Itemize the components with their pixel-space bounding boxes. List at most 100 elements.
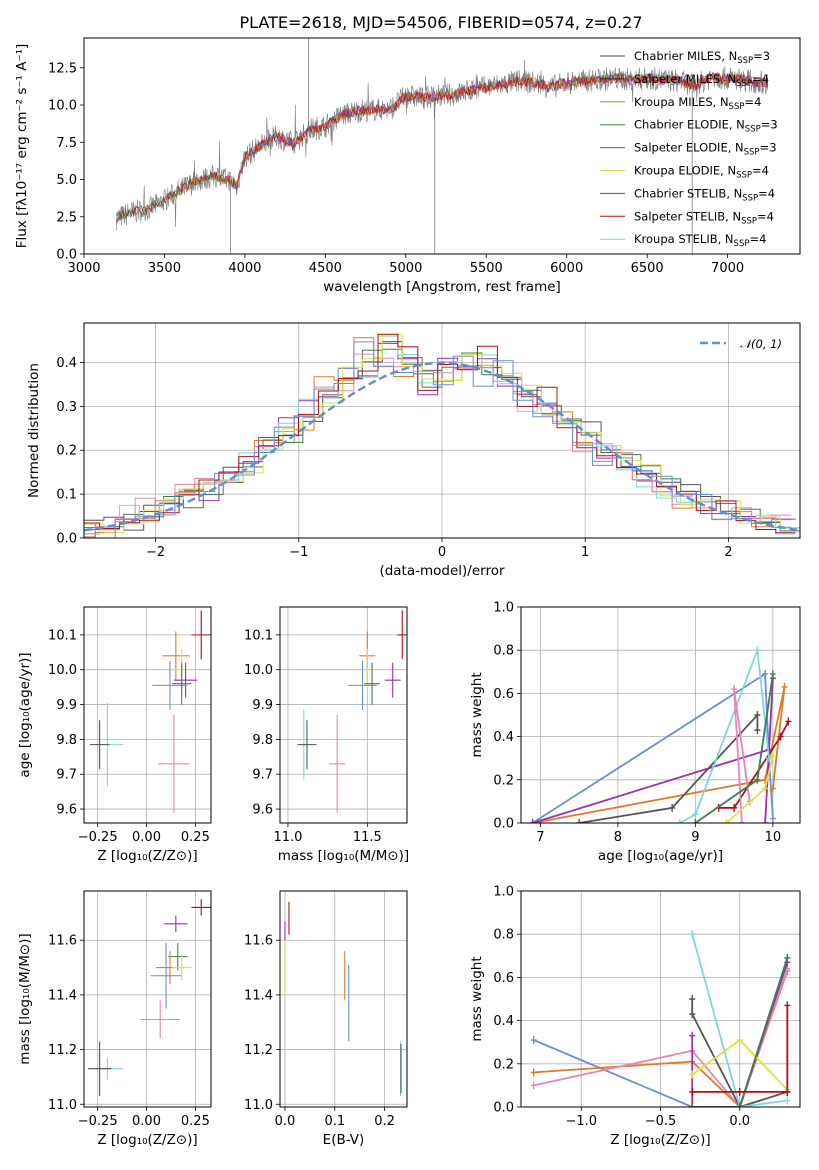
x-tick-label: 10: [765, 830, 782, 845]
y-tick-label: 10.0: [48, 99, 77, 114]
y-tick-label: 1.0: [493, 885, 514, 900]
x-tick-label: 8: [614, 830, 622, 845]
y-tick-label: 11.2: [244, 1043, 273, 1058]
y-tick-label: 0.4: [493, 1014, 514, 1029]
weight-marker: [769, 752, 776, 761]
y-tick-label: 11.4: [48, 988, 77, 1003]
legend-eq: =3: [761, 118, 778, 132]
plot-area: [529, 646, 792, 823]
x-tick-label: 1: [581, 545, 589, 560]
legend-text: Kroupa STELIB, N: [634, 232, 734, 246]
legend-subscript: SSP: [736, 79, 752, 89]
weight-marker: [754, 711, 761, 719]
legend-text: Chabrier MILES, N: [634, 49, 737, 63]
x-tick-label: 0.25: [181, 830, 210, 845]
weight-marker: [530, 1036, 537, 1045]
weight-marker: [692, 810, 699, 819]
y-tick-label: 0.2: [493, 773, 514, 788]
x-tick-label: 9: [691, 830, 699, 845]
y-tick-label: 11.4: [244, 988, 273, 1003]
x-axis-label: E(B-V): [323, 1132, 365, 1148]
y-tick-label: 0.0: [56, 248, 77, 263]
axes-frame: [83, 606, 212, 824]
x-axis-label: Z [log₁₀(Z/Z⊙)]: [97, 848, 197, 864]
y-tick-label: 9.6: [252, 803, 273, 818]
legend-eq: =4: [758, 186, 775, 200]
panel-mass_vs_Z: −0.25 0.00 0.25 11.0 11.2 11.4 11.6 Z [log₁₀(Z/…: [17, 890, 212, 1148]
weight-line: [718, 721, 790, 809]
plot-area: [115, 38, 769, 254]
legend-eq: =4: [752, 164, 769, 178]
legend-eq: =4: [749, 232, 766, 246]
weight-marker: [731, 685, 738, 694]
weight-marker: [769, 669, 776, 678]
panel-weight_vs_age: 7 8 9 10 0.0 0.2 0.4 0.6 0.8 1.0 age [log₁₀(age/yr…: [469, 601, 801, 864]
weight-marker: [676, 819, 683, 823]
y-tick-label: 0.2: [56, 444, 77, 459]
weight-marker: [689, 930, 696, 939]
weight-line: [692, 957, 789, 1107]
normal-curve: [84, 361, 798, 532]
legend-text: Salpeter ELODIE, N: [634, 141, 744, 155]
histogram-step: [84, 334, 800, 534]
x-tick-label: 0.25: [181, 1114, 210, 1129]
x-tick-label: 4500: [309, 261, 342, 276]
weight-marker: [754, 726, 761, 735]
y-tick-label: 0.2: [493, 1057, 514, 1072]
plot-area: [284, 901, 402, 1097]
weight-line: [578, 712, 759, 823]
x-tick-label: −1.0: [565, 1114, 597, 1129]
panel-weight_vs_Z: −1.0 −0.5 0.0 0.0 0.2 0.4 0.6 0.8 1.0 Z [log₁₀(Z/…: [469, 885, 801, 1148]
weight-line: [691, 999, 788, 1107]
legend-eq: =3: [760, 141, 777, 155]
y-tick-label: 9.9: [252, 698, 273, 713]
y-tick-label: 10.1: [244, 628, 273, 643]
legend-entry: Kroupa MILES, NSSP=4: [634, 95, 761, 112]
histogram-step: [84, 341, 792, 538]
y-tick-label: 11.0: [244, 1098, 273, 1113]
x-tick-label: 5500: [470, 261, 503, 276]
legend-subscript: SSP: [734, 239, 750, 249]
legend-entry: Chabrier MILES, NSSP=3: [634, 49, 770, 66]
x-tick-label: 7000: [711, 261, 744, 276]
y-tick-label: 0.6: [493, 971, 514, 986]
x-tick-label: 7: [536, 830, 544, 845]
x-tick-label: 6500: [631, 261, 664, 276]
y-tick-label: 1.0: [493, 601, 514, 616]
legend-subscript: SSP: [745, 125, 761, 135]
weight-marker: [736, 1036, 743, 1045]
y-tick-label: 0.8: [493, 644, 514, 659]
panels: 3000 3500 4000 4500 5000 5500 6000 6500 7000 0.0 2…: [14, 37, 801, 1148]
x-tick-label: 3000: [67, 261, 100, 276]
weight-marker: [777, 732, 784, 741]
y-tick-label: 9.7: [56, 768, 77, 783]
weight-line: [692, 1005, 789, 1093]
x-tick-label: 0.0: [275, 1114, 296, 1129]
legend-entry: Kroupa STELIB, NSSP=4: [634, 232, 766, 249]
y-axis-label: Normed distribution: [26, 363, 42, 498]
x-tick-label: 6000: [550, 261, 583, 276]
data-spectrum-line: [115, 59, 769, 231]
legend-eq: =3: [753, 49, 770, 63]
histogram-step: [84, 333, 796, 534]
legend-eq: =4: [744, 95, 761, 109]
y-tick-label: 7.5: [56, 136, 77, 151]
panel-age_vs_mass: 11.0 11.5 9.6 9.7 9.8 9.9 10.0 10.1 mass [log₁₀(…: [244, 606, 409, 864]
y-tick-label: 0.0: [493, 817, 514, 832]
weight-marker: [529, 819, 536, 823]
legend-entry: Chabrier ELODIE, NSSP=3: [634, 118, 778, 135]
x-axis-label: Z [log₁₀(Z/Z⊙)]: [610, 1132, 710, 1148]
y-tick-label: 11.6: [48, 934, 77, 949]
legend-entry: 𝒩(0, 1): [740, 337, 782, 351]
y-tick-label: 9.8: [56, 733, 77, 748]
weight-marker: [754, 646, 761, 655]
histogram-step: [84, 337, 792, 538]
x-tick-label: 0.00: [132, 830, 161, 845]
x-tick-label: −0.25: [78, 1114, 118, 1129]
x-tick-label: −2: [146, 545, 165, 560]
weight-marker: [754, 775, 761, 784]
x-axis-label: Z [log₁₀(Z/Z⊙)]: [97, 1132, 197, 1148]
weight-marker: [669, 803, 676, 812]
